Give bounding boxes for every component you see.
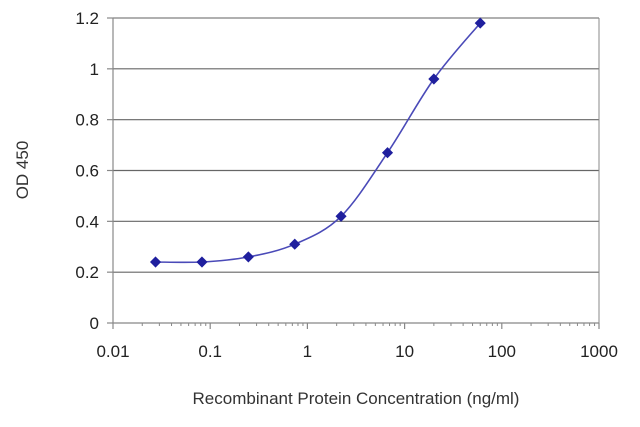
data-point-0 xyxy=(149,256,162,268)
x-axis-ticks: 0.01 0.1 1 10 100 1000 xyxy=(96,323,618,361)
x-tick-label-2: 1 xyxy=(303,342,312,361)
data-point-6 xyxy=(428,73,440,85)
data-point-4 xyxy=(335,210,347,222)
data-point-7 xyxy=(474,17,486,29)
data-point-2 xyxy=(242,251,254,263)
x-tick-label-1: 0.1 xyxy=(198,342,222,361)
x-tick-label-4: 100 xyxy=(488,342,516,361)
y-tick-label-2: 0.4 xyxy=(75,212,99,231)
y-tick-label-0: 0 xyxy=(90,314,99,333)
data-point-3 xyxy=(289,238,301,250)
y-axis-title: OD 450 xyxy=(13,141,32,200)
y-tick-label-4: 0.8 xyxy=(75,111,99,130)
y-axis-ticks: 0 0.2 0.4 0.6 0.8 1 1.2 xyxy=(75,9,113,333)
x-tick-label-5: 1000 xyxy=(580,342,618,361)
x-tick-label-3: 10 xyxy=(395,342,414,361)
data-series xyxy=(149,17,486,268)
data-point-1 xyxy=(196,256,208,268)
y-tick-label-6: 1.2 xyxy=(75,9,99,28)
data-point-5 xyxy=(381,147,394,159)
y-tick-label-1: 0.2 xyxy=(75,263,99,282)
y-tick-label-3: 0.6 xyxy=(75,162,99,181)
x-axis-title: Recombinant Protein Concentration (ng/ml… xyxy=(193,389,520,408)
y-tick-label-5: 1 xyxy=(90,60,99,79)
x-tick-label-0: 0.01 xyxy=(96,342,129,361)
